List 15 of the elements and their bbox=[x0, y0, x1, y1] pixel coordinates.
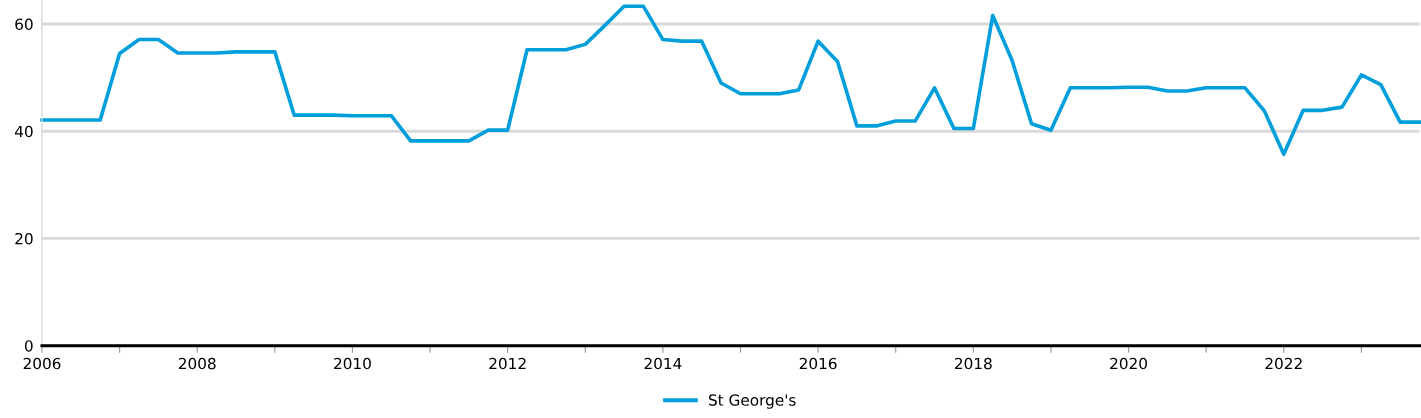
line-series bbox=[40, 4, 1421, 157]
x-tick-label: 2014 bbox=[644, 357, 682, 370]
x-tick-label: 2006 bbox=[23, 357, 61, 370]
x-tick-label: 2012 bbox=[489, 357, 526, 370]
x-tick-label: 2022 bbox=[1265, 357, 1302, 370]
x-tick-label: 2008 bbox=[178, 357, 216, 370]
legend-label: St George's bbox=[708, 394, 796, 409]
y-tick-label: 60 bbox=[15, 18, 33, 31]
x-tick-label: 2018 bbox=[955, 357, 992, 370]
y-tick-label: 20 bbox=[15, 232, 33, 245]
y-tick-label: 40 bbox=[14, 125, 33, 138]
x-tick-label: 2016 bbox=[799, 357, 837, 370]
y-tick-label: 0 bbox=[24, 340, 33, 352]
x-tick-label: 2010 bbox=[334, 357, 371, 370]
x-tick-label: 2020 bbox=[1110, 357, 1147, 370]
